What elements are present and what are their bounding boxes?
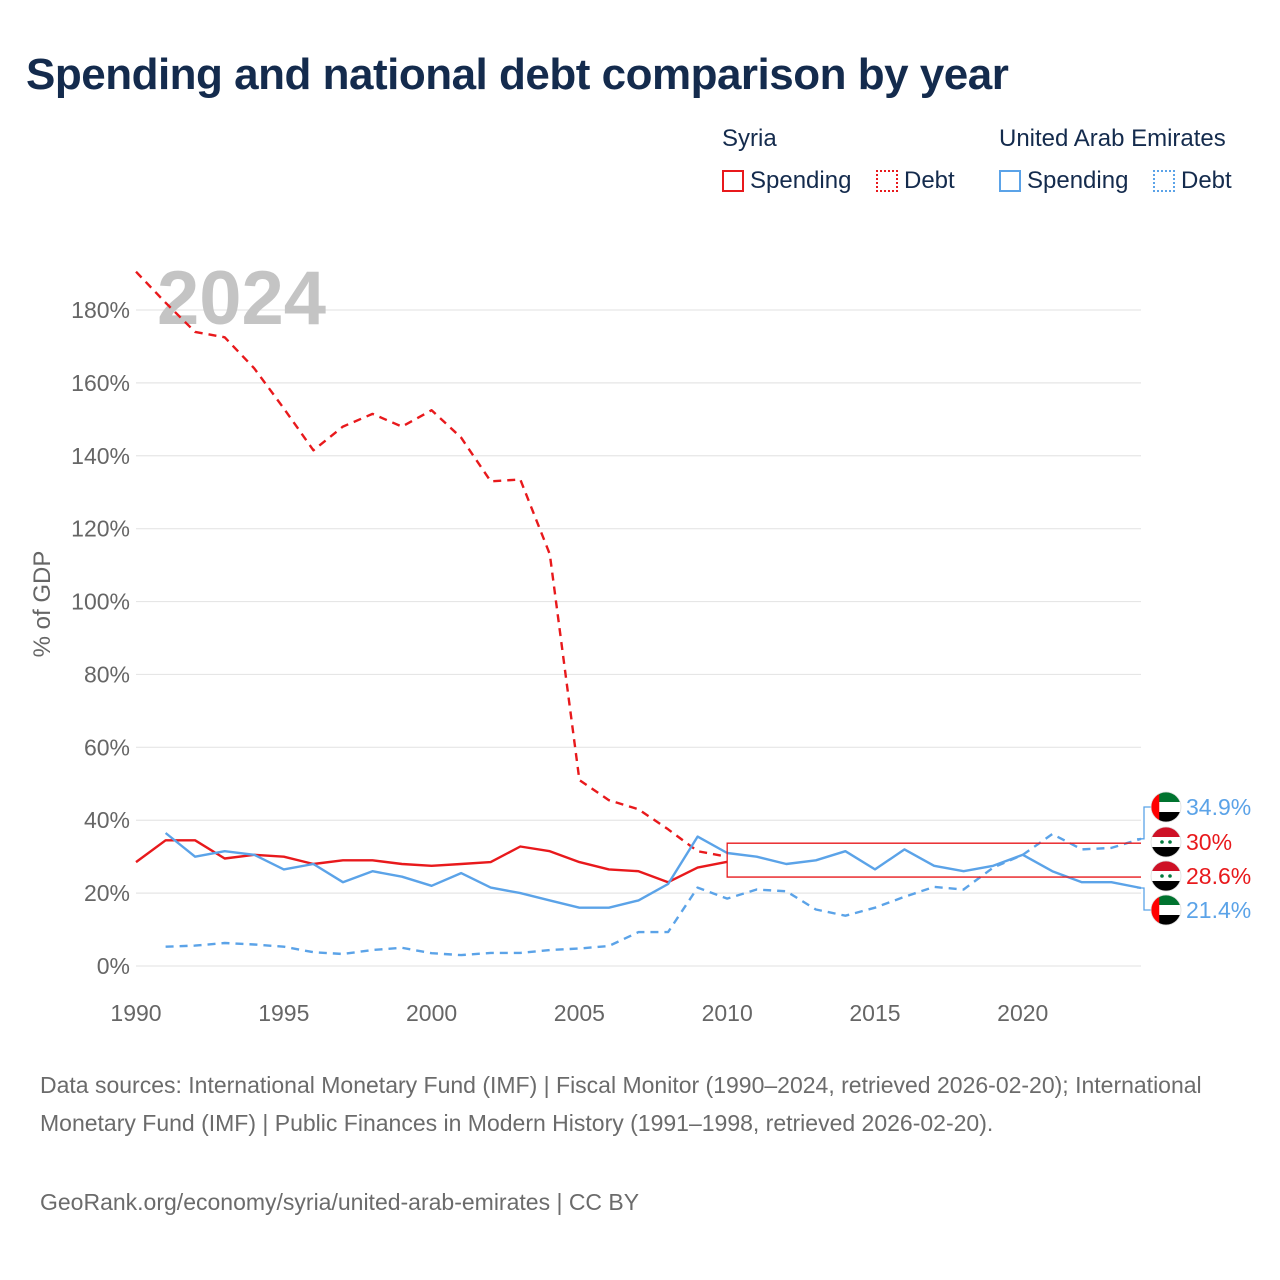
series-line-syria-spending [135, 839, 728, 884]
series-line-syria-debt [135, 270, 728, 858]
flag-stripe [1151, 905, 1181, 915]
y-axis-ticks: 0% 20% 40% 60% 80% 100% 120% 140% 160% 180% [71, 297, 130, 979]
legend-syria-spending[interactable]: Spending [722, 166, 851, 196]
flag-stripe [1151, 837, 1181, 847]
legend-swatch-solid-icon [999, 170, 1021, 192]
legend-label: Spending [750, 167, 852, 194]
end-value-label: 21.4% [1186, 897, 1251, 923]
flag-stripe [1151, 895, 1160, 925]
x-tick-label: 1990 [110, 1000, 161, 1026]
series-line-united-arab-emirates-spending [164, 832, 1142, 909]
legend-syria-debt[interactable]: Debt [876, 166, 955, 196]
syria-bracket [726, 842, 1141, 878]
flag-stripe [1151, 812, 1181, 822]
chart-title: Spending and national debt comparison by… [26, 50, 1009, 99]
legend-swatch-dotted-icon [876, 170, 898, 192]
flag-outline [1150, 894, 1182, 926]
legend-uae-debt[interactable]: Debt [1153, 166, 1232, 196]
flag-stripe [1151, 915, 1181, 925]
series-lines [135, 270, 1142, 957]
flag-stripe [1151, 881, 1181, 891]
grid-lines [136, 309, 1141, 967]
x-tick-label: 2015 [849, 1000, 900, 1026]
flag-uae-icon [1150, 894, 1182, 926]
y-tick-label: 160% [71, 370, 130, 396]
y-tick-label: 100% [71, 589, 130, 615]
y-tick-label: 120% [71, 516, 130, 542]
legend-group-syria: Syria [722, 125, 777, 152]
flag-outline [1150, 860, 1182, 892]
footer-credit[interactable]: GeoRank.org/economy/syria/united-arab-em… [40, 1189, 640, 1215]
end-value-label: 28.6% [1186, 863, 1251, 889]
flag-stripe [1151, 895, 1181, 905]
legend-label: Debt [1181, 167, 1232, 194]
y-tick-label: 140% [71, 443, 130, 469]
legend-swatch-dotted-icon [1153, 170, 1175, 192]
legend-label: Spending [1027, 167, 1129, 194]
flag-stripe [1151, 871, 1181, 881]
legend-label: Debt [904, 167, 955, 194]
flag-stripe [1151, 792, 1160, 822]
x-tick-label: 2000 [406, 1000, 457, 1026]
flag-star [1168, 874, 1172, 878]
y-tick-label: 80% [84, 661, 130, 687]
year-watermark: 2024 [157, 256, 326, 341]
flag-stripe [1151, 861, 1181, 871]
y-tick-label: 60% [84, 734, 130, 760]
flag-star [1160, 840, 1164, 844]
series-line-united-arab-emirates-debt [165, 832, 1142, 957]
flag-star [1160, 874, 1164, 878]
y-tick-label: 40% [84, 807, 130, 833]
x-tick-label: 2010 [702, 1000, 753, 1026]
flag-stripe [1151, 827, 1181, 837]
end-annotations: 34.9% 30% 28.6% 21.4% [726, 791, 1251, 926]
legend-uae-spending[interactable]: Spending [999, 166, 1128, 196]
end-value-label: 34.9% [1186, 794, 1251, 820]
x-tick-label: 2005 [554, 1000, 605, 1026]
flag-stripe [1151, 792, 1181, 802]
uae-connector-bottom [1137, 887, 1152, 911]
flag-uae-icon [1150, 791, 1182, 823]
end-value-label: 30% [1186, 829, 1232, 855]
flag-stripe [1151, 802, 1181, 812]
legend-swatch-solid-icon [722, 170, 744, 192]
flag-outline [1150, 826, 1182, 858]
x-tick-label: 2020 [997, 1000, 1048, 1026]
flag-outline [1150, 791, 1182, 823]
flag-star [1168, 840, 1172, 844]
uae-connector-top [1137, 806, 1152, 840]
y-axis-label: % of GDP [29, 551, 56, 658]
flag-syria-icon [1150, 826, 1182, 858]
legend-group-uae: United Arab Emirates [999, 125, 1226, 152]
flag-syria-icon [1150, 860, 1182, 892]
y-tick-label: 0% [97, 953, 130, 979]
line-chart: 2024 0%20%40%60%80%100%120%140%160%180% … [29, 256, 1251, 1026]
footer-sources: Data sources: International Monetary Fun… [40, 1072, 1202, 1136]
y-tick-label: 20% [84, 880, 130, 906]
flag-stripe [1151, 847, 1181, 857]
y-tick-label: 180% [71, 297, 130, 323]
x-axis-ticks: 1990 1995 2000 2005 2010 2015 2020 [110, 1000, 1048, 1026]
x-tick-label: 1995 [258, 1000, 309, 1026]
